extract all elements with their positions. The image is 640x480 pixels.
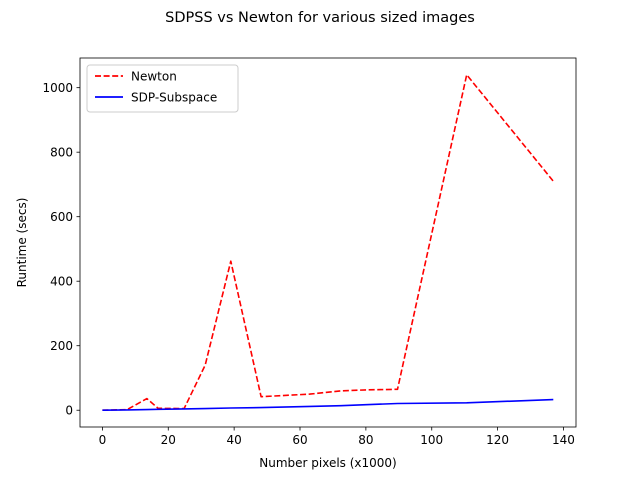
legend-label-newton: Newton [131, 70, 177, 84]
x-tick-label: 60 [292, 433, 307, 447]
y-tick-label: 800 [50, 146, 73, 160]
x-tick-label: 100 [420, 433, 443, 447]
x-axis: 0 20 40 60 80 100 120 140 [99, 427, 575, 447]
legend-frame [86, 64, 239, 113]
chart-title: SDPSS vs Newton for various sized images [165, 10, 475, 26]
series-line-newton [102, 74, 554, 411]
x-axis-label: Number pixels (x1000) [259, 456, 397, 470]
y-tick-label: 600 [50, 210, 73, 224]
x-tick-label: 40 [226, 433, 241, 447]
plot-area [80, 58, 576, 427]
y-axis-label: Runtime (secs) [15, 198, 29, 288]
y-tick-label: 1000 [42, 81, 73, 95]
plot-frame [79, 57, 577, 428]
y-axis: 0 200 400 600 800 1000 [42, 81, 80, 418]
y-tick-label: 400 [50, 275, 73, 289]
y-tick-label: 0 [65, 404, 73, 418]
y-tick-label: 200 [50, 339, 73, 353]
x-tick-label: 80 [358, 433, 373, 447]
series-line-sdp-subspace [102, 398, 554, 411]
series-layer [102, 74, 554, 411]
x-tick-label: 120 [486, 433, 509, 447]
x-tick-label: 0 [99, 433, 107, 447]
x-tick-label: 140 [552, 433, 575, 447]
legend: Newton SDP-Subspace [86, 64, 239, 113]
x-tick-label: 20 [161, 433, 176, 447]
legend-label-sdp-subspace: SDP-Subspace [131, 91, 217, 105]
